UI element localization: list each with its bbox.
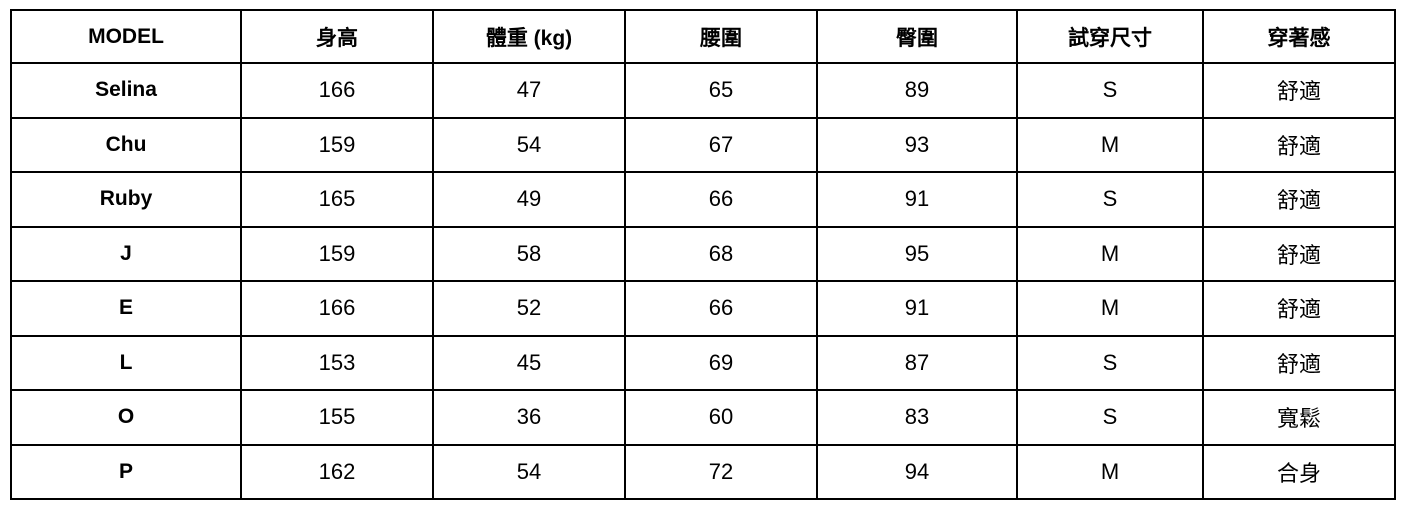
cell-height: 162 bbox=[240, 443, 434, 500]
header-size: 試穿尺寸 bbox=[1016, 9, 1204, 64]
cell-height: 166 bbox=[240, 280, 434, 337]
cell-waist: 66 bbox=[624, 280, 818, 337]
cell-weight: 52 bbox=[432, 280, 626, 337]
cell-size: S bbox=[1016, 171, 1204, 228]
cell-fit: 寬鬆 bbox=[1202, 389, 1396, 446]
header-hip: 臀圍 bbox=[816, 9, 1018, 64]
cell-fit: 合身 bbox=[1202, 443, 1396, 500]
cell-size: M bbox=[1016, 443, 1204, 500]
cell-model: J bbox=[10, 225, 242, 282]
cell-waist: 65 bbox=[624, 62, 818, 119]
table-row: E 166 52 66 91 M 舒適 bbox=[10, 280, 1396, 337]
table-row: J 159 58 68 95 M 舒適 bbox=[10, 225, 1396, 282]
cell-hip: 91 bbox=[816, 280, 1018, 337]
cell-waist: 60 bbox=[624, 389, 818, 446]
header-waist: 腰圍 bbox=[624, 9, 818, 64]
table-row: P 162 54 72 94 M 合身 bbox=[10, 443, 1396, 500]
cell-hip: 87 bbox=[816, 334, 1018, 391]
cell-height: 153 bbox=[240, 334, 434, 391]
table-row: L 153 45 69 87 S 舒適 bbox=[10, 334, 1396, 391]
cell-height: 155 bbox=[240, 389, 434, 446]
cell-height: 165 bbox=[240, 171, 434, 228]
size-chart-table: MODEL 身高 體重 (kg) 腰圍 臀圍 試穿尺寸 穿著感 Selina 16… bbox=[10, 9, 1396, 500]
cell-model: P bbox=[10, 443, 242, 500]
cell-size: M bbox=[1016, 116, 1204, 173]
cell-weight: 54 bbox=[432, 116, 626, 173]
cell-hip: 94 bbox=[816, 443, 1018, 500]
cell-hip: 91 bbox=[816, 171, 1018, 228]
cell-hip: 93 bbox=[816, 116, 1018, 173]
cell-fit: 舒適 bbox=[1202, 334, 1396, 391]
cell-size: M bbox=[1016, 280, 1204, 337]
header-fit: 穿著感 bbox=[1202, 9, 1396, 64]
cell-model: Selina bbox=[10, 62, 242, 119]
cell-model: E bbox=[10, 280, 242, 337]
cell-size: M bbox=[1016, 225, 1204, 282]
cell-fit: 舒適 bbox=[1202, 171, 1396, 228]
cell-size: S bbox=[1016, 389, 1204, 446]
cell-hip: 89 bbox=[816, 62, 1018, 119]
cell-hip: 83 bbox=[816, 389, 1018, 446]
cell-model: Ruby bbox=[10, 171, 242, 228]
cell-waist: 67 bbox=[624, 116, 818, 173]
header-model: MODEL bbox=[10, 9, 242, 64]
cell-model: L bbox=[10, 334, 242, 391]
cell-hip: 95 bbox=[816, 225, 1018, 282]
cell-fit: 舒適 bbox=[1202, 116, 1396, 173]
cell-fit: 舒適 bbox=[1202, 280, 1396, 337]
cell-waist: 66 bbox=[624, 171, 818, 228]
table-row: Ruby 165 49 66 91 S 舒適 bbox=[10, 171, 1396, 228]
cell-waist: 68 bbox=[624, 225, 818, 282]
cell-waist: 72 bbox=[624, 443, 818, 500]
cell-weight: 58 bbox=[432, 225, 626, 282]
header-row: MODEL 身高 體重 (kg) 腰圍 臀圍 試穿尺寸 穿著感 bbox=[10, 9, 1396, 64]
cell-height: 166 bbox=[240, 62, 434, 119]
cell-weight: 54 bbox=[432, 443, 626, 500]
table-row: Selina 166 47 65 89 S 舒適 bbox=[10, 62, 1396, 119]
cell-size: S bbox=[1016, 62, 1204, 119]
cell-fit: 舒適 bbox=[1202, 62, 1396, 119]
cell-weight: 36 bbox=[432, 389, 626, 446]
table-row: O 155 36 60 83 S 寬鬆 bbox=[10, 389, 1396, 446]
header-weight: 體重 (kg) bbox=[432, 9, 626, 64]
cell-model: Chu bbox=[10, 116, 242, 173]
cell-height: 159 bbox=[240, 116, 434, 173]
header-height: 身高 bbox=[240, 9, 434, 64]
cell-weight: 45 bbox=[432, 334, 626, 391]
cell-weight: 47 bbox=[432, 62, 626, 119]
cell-waist: 69 bbox=[624, 334, 818, 391]
cell-fit: 舒適 bbox=[1202, 225, 1396, 282]
cell-size: S bbox=[1016, 334, 1204, 391]
cell-height: 159 bbox=[240, 225, 434, 282]
cell-model: O bbox=[10, 389, 242, 446]
table-row: Chu 159 54 67 93 M 舒適 bbox=[10, 116, 1396, 173]
cell-weight: 49 bbox=[432, 171, 626, 228]
